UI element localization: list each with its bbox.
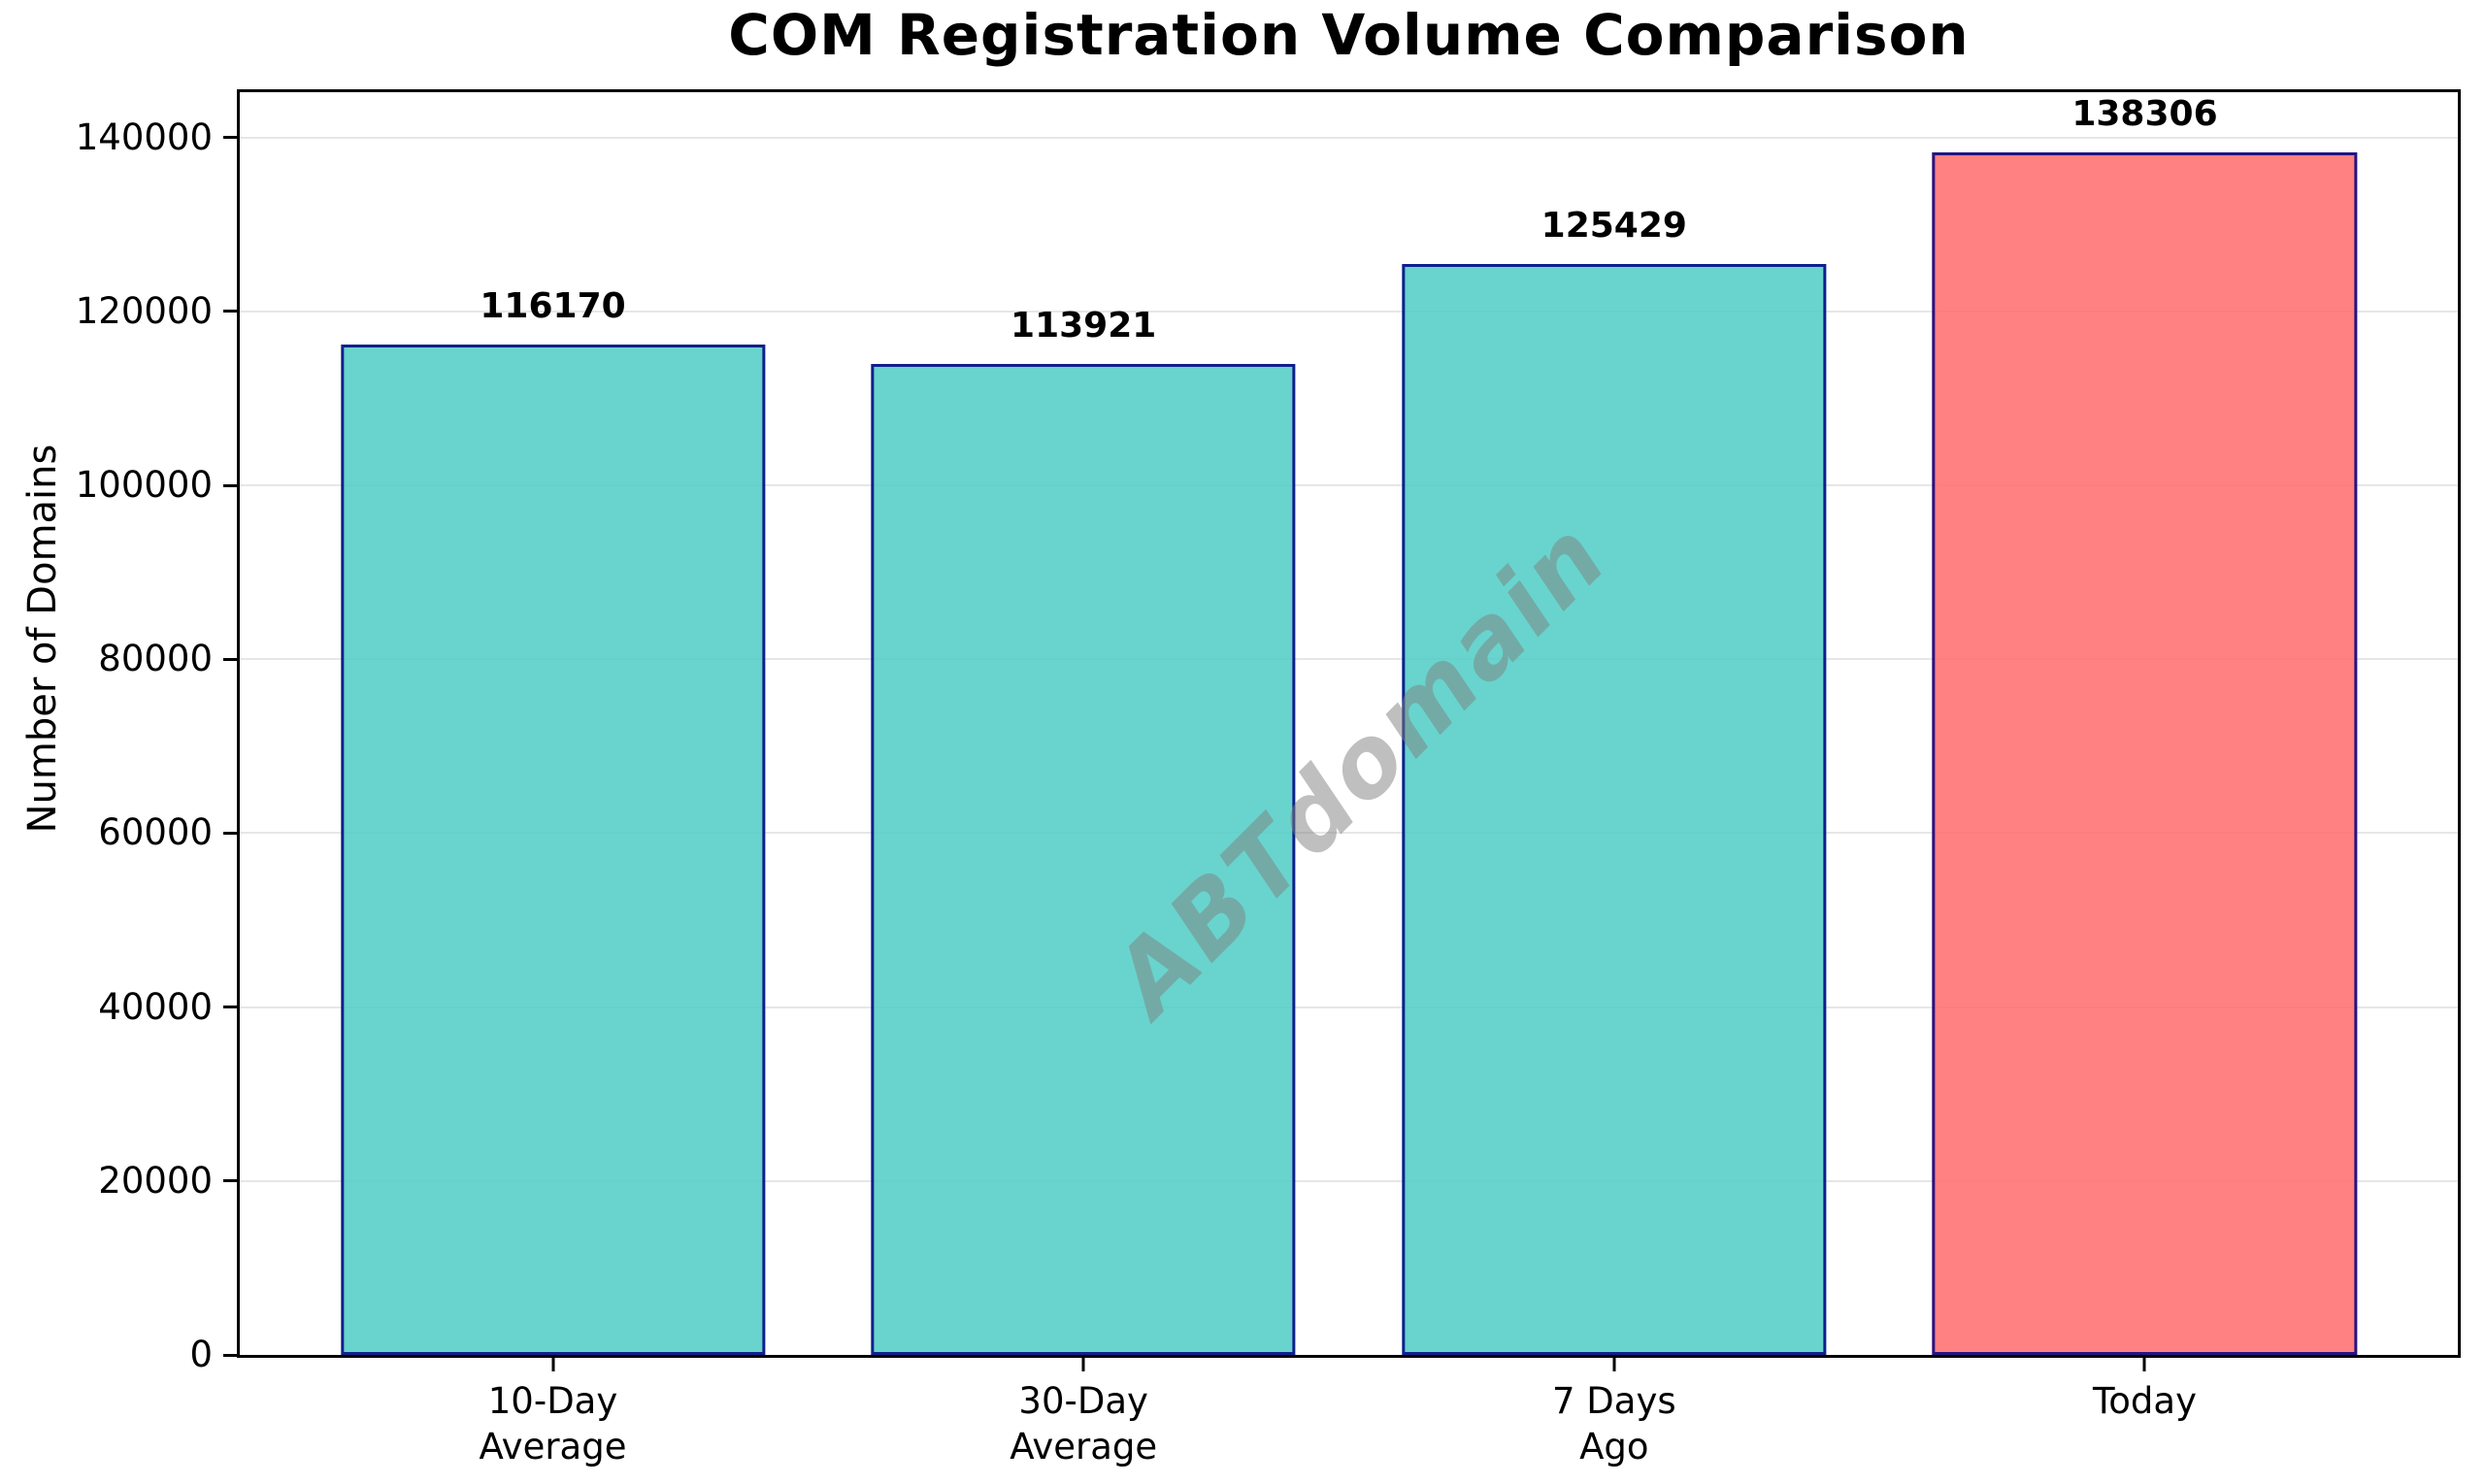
y-axis-tick <box>223 136 240 140</box>
gridline <box>240 484 2458 487</box>
bar: 116170 <box>340 286 766 1355</box>
y-axis-tick <box>223 1179 240 1183</box>
gridline <box>240 1006 2458 1008</box>
y-tick-label: 80000 <box>98 638 213 680</box>
x-tick-label: 30-Day Average <box>1010 1380 1158 1468</box>
y-tick-label: 40000 <box>98 985 213 1028</box>
plot-area: ABTdomain 0 20000 40000 60000 80000 100000 120… <box>76 89 2461 1468</box>
bar-value-label: 116170 <box>480 286 626 327</box>
bar-value-label: 138306 <box>2071 93 2218 134</box>
gridline <box>240 136 2458 139</box>
gridline <box>240 310 2458 313</box>
y-tick-label: 140000 <box>75 115 213 158</box>
y-tick-label: 60000 <box>98 811 213 854</box>
y-tick-label: 20000 <box>98 1159 213 1202</box>
bar: 138306 <box>1932 94 2358 1355</box>
x-axis-tick <box>1612 1355 1616 1371</box>
y-axis-tick <box>223 310 240 313</box>
y-axis-tick <box>223 1353 240 1357</box>
y-tick-label: 100000 <box>75 464 213 507</box>
x-tick-label: Today <box>2092 1380 2197 1422</box>
gridline <box>240 1179 2458 1182</box>
y-tick-label: 0 <box>189 1334 213 1375</box>
x-axis-tick <box>2142 1355 2146 1371</box>
x-tick-label: 7 Days Ago <box>1551 1380 1676 1468</box>
x-axis-tick <box>551 1355 555 1371</box>
chart-title: COM Registration Volume Comparison <box>728 2 1970 68</box>
bar: 125429 <box>1402 206 1827 1355</box>
bar-value-label: 113921 <box>1011 306 1157 346</box>
y-axis-tick <box>223 483 240 487</box>
x-axis-tick <box>1081 1355 1085 1371</box>
gridline <box>240 658 2458 661</box>
gridline <box>240 832 2458 835</box>
bar: 113921 <box>871 306 1296 1355</box>
y-tick-label: 120000 <box>75 289 213 332</box>
y-axis-tick <box>223 657 240 661</box>
x-tick-label: 10-Day Average <box>479 1380 627 1468</box>
bar-value-label: 125429 <box>1541 206 1687 247</box>
y-axis-label: Number of Domains <box>20 444 65 834</box>
y-axis-tick <box>223 831 240 835</box>
y-axis-tick <box>223 1006 240 1009</box>
